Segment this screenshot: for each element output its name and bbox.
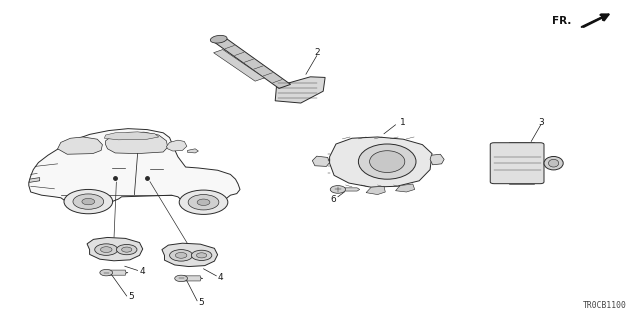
Text: FR.: FR.	[552, 16, 572, 26]
Polygon shape	[109, 270, 128, 275]
Polygon shape	[188, 149, 198, 153]
Text: 4: 4	[140, 268, 145, 276]
Ellipse shape	[211, 35, 227, 43]
Text: 5: 5	[128, 292, 134, 301]
Circle shape	[170, 250, 193, 261]
Text: 3: 3	[538, 118, 543, 127]
Circle shape	[82, 198, 95, 205]
Text: 2: 2	[314, 48, 319, 57]
Polygon shape	[104, 132, 159, 140]
Polygon shape	[275, 77, 325, 103]
Ellipse shape	[370, 151, 405, 172]
Text: 5: 5	[198, 298, 204, 307]
Polygon shape	[184, 276, 203, 281]
FancyBboxPatch shape	[490, 143, 544, 184]
Circle shape	[196, 253, 207, 258]
Polygon shape	[366, 186, 385, 195]
Ellipse shape	[358, 144, 416, 179]
Circle shape	[100, 269, 113, 276]
Text: 6: 6	[330, 195, 335, 204]
Ellipse shape	[544, 156, 563, 170]
Circle shape	[179, 190, 228, 214]
Polygon shape	[312, 156, 330, 166]
Ellipse shape	[548, 159, 559, 167]
Circle shape	[64, 189, 113, 214]
Circle shape	[175, 275, 188, 282]
Polygon shape	[341, 188, 360, 191]
Circle shape	[197, 199, 210, 205]
Polygon shape	[213, 37, 291, 88]
Circle shape	[330, 186, 346, 193]
Circle shape	[175, 252, 187, 258]
Polygon shape	[430, 154, 444, 165]
Polygon shape	[396, 184, 415, 192]
Circle shape	[122, 247, 132, 252]
Polygon shape	[162, 243, 218, 267]
Text: TR0CB1100: TR0CB1100	[583, 301, 627, 310]
Circle shape	[95, 244, 118, 255]
Text: 1: 1	[401, 118, 406, 127]
Circle shape	[100, 247, 112, 252]
Polygon shape	[214, 50, 264, 81]
Polygon shape	[29, 178, 40, 182]
Polygon shape	[106, 132, 168, 154]
Circle shape	[73, 194, 104, 209]
Circle shape	[116, 244, 137, 255]
Polygon shape	[87, 237, 143, 261]
Polygon shape	[330, 137, 432, 187]
Polygon shape	[166, 140, 187, 151]
Polygon shape	[58, 137, 102, 154]
Circle shape	[191, 250, 212, 260]
Polygon shape	[29, 129, 240, 206]
Text: 4: 4	[218, 273, 223, 282]
Circle shape	[188, 195, 219, 210]
